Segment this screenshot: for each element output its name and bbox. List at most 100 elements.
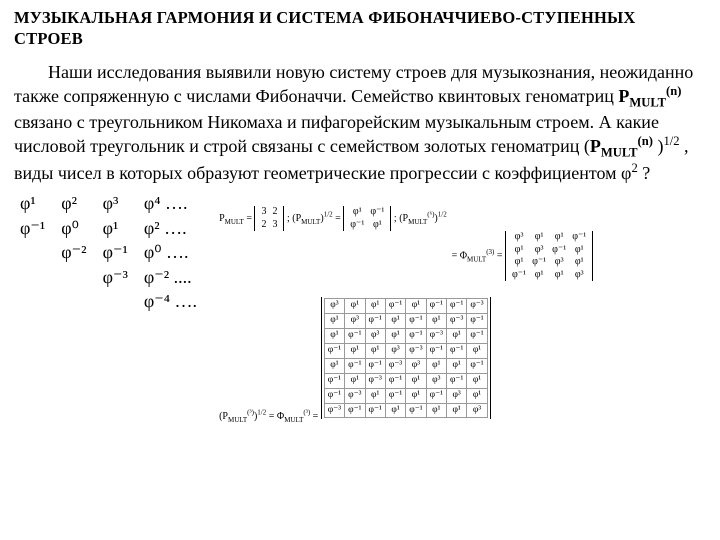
matrix-cell: φ¹ — [446, 403, 466, 418]
matrix-cell: φ⁻³ — [467, 299, 487, 314]
matrix-2x2-phi: φ¹φ⁻¹ φ⁻¹φ¹ — [343, 206, 391, 231]
matrix-cell: φ⁻¹ — [365, 403, 385, 418]
matrix-cell: φ⁻¹ — [345, 358, 365, 373]
matrix-cell: φ¹ — [345, 299, 365, 314]
matrix-cell: φ¹ — [509, 244, 529, 257]
matrix-cell: φ¹ — [426, 358, 446, 373]
matrix-cell: φ¹ — [509, 256, 529, 269]
matrix-cell: φ⁻³ — [365, 373, 385, 388]
formula-line-1: PMULT = 32 23 ; (PMULT)1/2 = φ¹φ⁻¹ φ⁻¹φ¹… — [219, 206, 593, 281]
matrix-cell: φ¹ — [385, 403, 405, 418]
matrix-cell: φ⁻¹ — [467, 314, 487, 329]
para-seg-2: связано с треугольником Никомаха и пифаг… — [14, 112, 659, 156]
matrix-cell: φ⁻³ — [426, 329, 446, 344]
lower-row: φ¹ φ² φ³ φ⁴ …. φ⁻¹ φ⁰ φ¹ φ² …. φ⁻² φ⁻¹ φ… — [14, 188, 706, 429]
matrix-cell: φ³ — [426, 373, 446, 388]
n-sup-2: (n) — [638, 134, 653, 148]
formula-sub: MULT — [225, 218, 244, 226]
formula-text: (P — [399, 213, 408, 224]
triangle-cell: φ¹ — [16, 192, 55, 215]
matrix-cell: φ⁻¹ — [446, 299, 466, 314]
page-title: МУЗЫКАЛЬНАЯ ГАРМОНИЯ И СИСТЕМА ФИБОНАЧЧИ… — [14, 8, 706, 49]
mult-sub: MULT — [629, 95, 666, 109]
matrix-cell: φ³ — [549, 256, 569, 269]
matrix-cell: 2 — [258, 219, 269, 232]
para-seg-4: ? — [638, 163, 651, 183]
triangle-cell — [16, 241, 55, 264]
matrix-cell: φ⁻¹ — [467, 329, 487, 344]
matrix-cell: φ¹ — [529, 231, 549, 244]
matrix-cell: φ⁻¹ — [324, 344, 344, 359]
matrix-cell: φ¹ — [367, 219, 387, 232]
matrix-cell: φ⁻¹ — [406, 403, 426, 418]
matrix-cell: φ⁻¹ — [446, 373, 466, 388]
matrix-cell: φ⁻³ — [446, 314, 466, 329]
triangle-cell: φ⁰ …. — [140, 241, 207, 264]
matrix-cell: φ¹ — [426, 403, 446, 418]
triangle-cell — [57, 266, 96, 289]
matrix-cell: φ¹ — [446, 358, 466, 373]
formula-sup: 1/2 — [257, 409, 266, 417]
matrix-cell: 3 — [258, 206, 269, 219]
matrix-cell: 3 — [269, 219, 280, 232]
triangle-cell — [57, 290, 96, 313]
matrix-cell: φ¹ — [345, 373, 365, 388]
matrix-cell: φ¹ — [426, 314, 446, 329]
matrix-cell: φ⁻¹ — [406, 314, 426, 329]
matrix-cell: φ¹ — [406, 388, 426, 403]
triangle-row: φ¹ φ² φ³ φ⁴ …. — [16, 192, 207, 215]
formula-text: ; (P — [287, 213, 301, 224]
matrix-cell: φ¹ — [446, 329, 466, 344]
triangle-cell — [16, 266, 55, 289]
triangle-cell: φ⁰ — [57, 217, 96, 240]
matrix-cell: φ⁻³ — [385, 358, 405, 373]
triangle-row: φ⁻⁴ …. — [16, 290, 207, 313]
matrix-cell: φ¹ — [467, 373, 487, 388]
formula-sup: 1/2 — [324, 211, 333, 219]
triangle-cell — [16, 290, 55, 313]
matrix-cell: φ¹ — [549, 231, 569, 244]
triangle-cell: φ¹ — [99, 217, 138, 240]
triangle-cell: φ⁻⁴ …. — [140, 290, 207, 313]
formula-text: (P — [219, 411, 228, 422]
para-seg-1: Наши исследования выявили новую систему … — [14, 62, 693, 106]
matrix-cell: φ³ — [365, 329, 385, 344]
matrix-cell: φ⁻³ — [345, 388, 365, 403]
matrix-cell: φ⁻¹ — [406, 329, 426, 344]
matrix-cell: φ⁻¹ — [385, 388, 405, 403]
triangle-row: φ⁻² φ⁻¹ φ⁰ …. — [16, 241, 207, 264]
matrix-cell: φ¹ — [529, 269, 549, 282]
matrix-cell: φ¹ — [345, 344, 365, 359]
formula-line-2: (PMULT(³))1/2 = ΦMULT(³) = φ³φ¹φ¹φ⁻¹φ¹φ⁻… — [219, 291, 593, 425]
matrix-cell: φ⁻¹ — [467, 358, 487, 373]
matrix-2x2-int: 32 23 — [254, 206, 284, 231]
matrix-cell: φ³ — [345, 314, 365, 329]
matrix-cell: φ⁻¹ — [365, 314, 385, 329]
matrix-cell: φ³ — [406, 358, 426, 373]
matrix-cell: φ¹ — [385, 329, 405, 344]
matrix-cell: φ¹ — [569, 244, 589, 257]
matrix-cell: φ¹ — [324, 329, 344, 344]
matrix-cell: φ¹ — [406, 299, 426, 314]
matrix-formulas: PMULT = 32 23 ; (PMULT)1/2 = φ¹φ⁻¹ φ⁻¹φ¹… — [219, 206, 593, 429]
formula-sub: MULT — [408, 218, 427, 226]
triangle-cell: φ⁻² .... — [140, 266, 207, 289]
formula-sup: 1/2 — [438, 211, 447, 219]
matrix-cell: φ⁻¹ — [426, 388, 446, 403]
matrix-cell: φ³ — [529, 244, 549, 257]
triangle-cell — [99, 290, 138, 313]
n-sup: (n) — [666, 84, 681, 98]
matrix-cell: φ⁻¹ — [529, 256, 549, 269]
formula-sup: (³) — [247, 409, 254, 417]
triangle-cell: φ² — [57, 192, 96, 215]
matrix-cell: φ¹ — [365, 388, 385, 403]
triangle-cell: φ⁻² — [57, 241, 96, 264]
matrix-cell: φ⁻¹ — [324, 388, 344, 403]
pmult-symbol: P — [618, 86, 629, 106]
matrix-cell: φ³ — [509, 231, 529, 244]
matrix-cell: φ¹ — [324, 314, 344, 329]
formula-text: = Φ — [266, 411, 284, 422]
matrix-cell: φ⁻¹ — [345, 329, 365, 344]
matrix-cell: φ⁻¹ — [324, 373, 344, 388]
formula-sub: MULT — [467, 256, 486, 264]
